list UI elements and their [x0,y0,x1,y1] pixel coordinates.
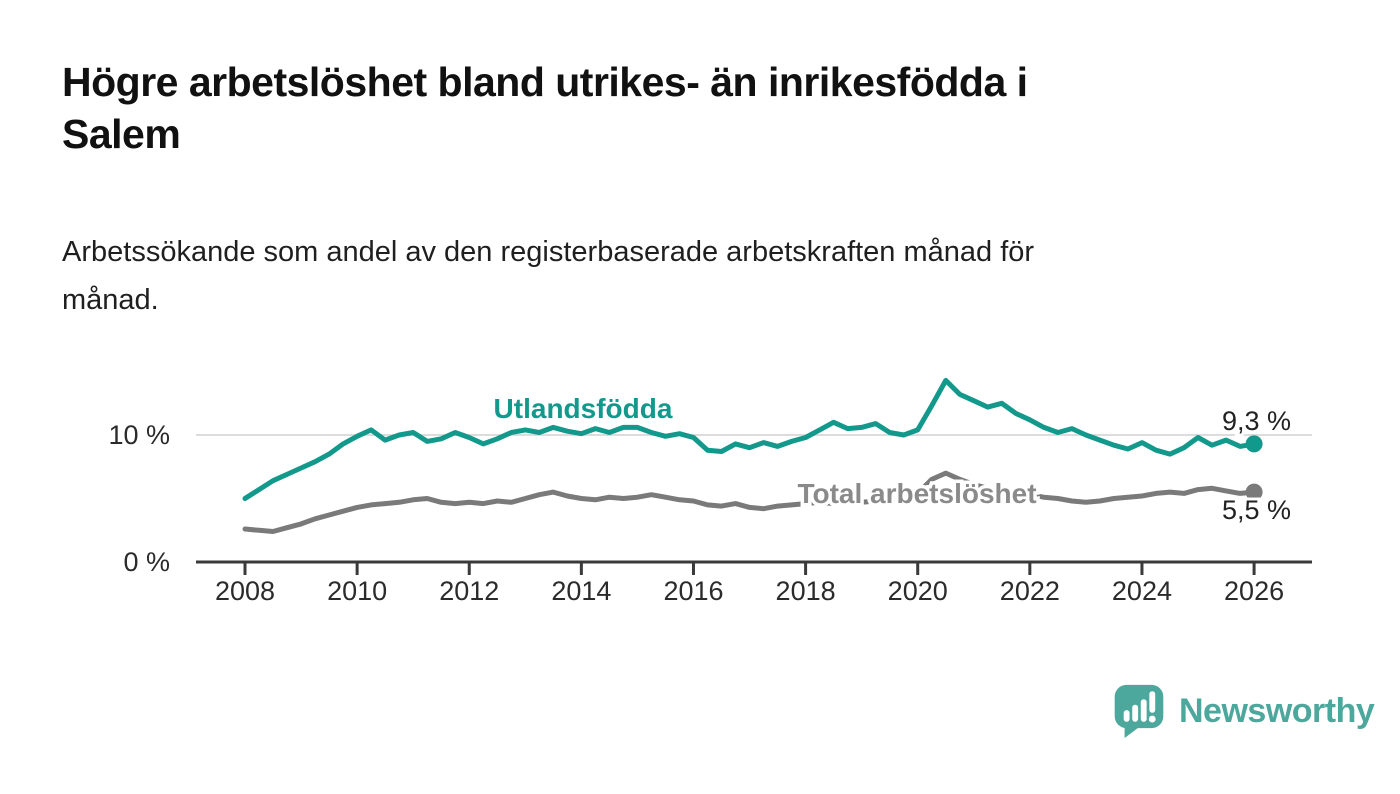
x-tick-label-2014: 2014 [551,576,611,606]
chart: 2008 2010 2012 2014 2016 2018 2020 2022 2024 2026… [0,340,1400,670]
x-tick-label-2018: 2018 [776,576,836,606]
x-tick-label-2022: 2022 [1000,576,1060,606]
chart-title-line-1: Högre arbetslöshet bland utrikes- än inr… [62,59,1028,105]
end-dot-total-arbetsl-shet [1245,483,1263,501]
x-tick-label-2012: 2012 [439,576,499,606]
series-label-utlandsf-dda: Utlandsfödda [494,393,673,424]
chart-subtitle-line-1: Arbetssökande som andel av den registerb… [62,236,1035,268]
x-tick-label-2024: 2024 [1112,576,1172,606]
x-tick-label-2026: 2026 [1224,576,1284,606]
bar-chart-speech-bubble-icon [1114,684,1164,738]
series-line-utlandsf-dda [242,377,1257,501]
header: Högre arbetslöshet bland utrikes- än inr… [62,56,1252,160]
newsworthy-logo: Newsworthy [1112,682,1375,740]
chart-subtitle-line-2: månad. [62,284,159,316]
series-line-total-arbetsl-shet [242,470,1257,534]
x-tick-label-2010: 2010 [327,576,387,606]
y-tick-label-10: 10 % [108,420,170,450]
newsworthy-logo-text: Newsworthy [1179,691,1375,730]
chart-svg: 2008 2010 2012 2014 2016 2018 2020 2022 2024 2026… [108,377,1312,606]
end-value-label-utlandsf-dda: 9,3 % [1222,406,1291,436]
x-tick-label-2020: 2020 [888,576,948,606]
chart-subtitle: Arbetssökande som andel av den registerb… [62,228,1262,324]
x-tick-label-2016: 2016 [663,576,723,606]
y-tick-label-0: 0 % [123,547,170,577]
chart-title: Högre arbetslöshet bland utrikes- än inr… [62,56,1252,160]
end-value-label-total-arbetsl-shet: 5,5 % [1222,495,1291,525]
x-tick-label-2008: 2008 [215,576,275,606]
end-dot-utlandsf-dda [1245,435,1263,453]
chart-title-line-2: Salem [62,111,181,157]
series-label-total-arbetsl-shet: Total arbetslöshet [797,478,1036,509]
